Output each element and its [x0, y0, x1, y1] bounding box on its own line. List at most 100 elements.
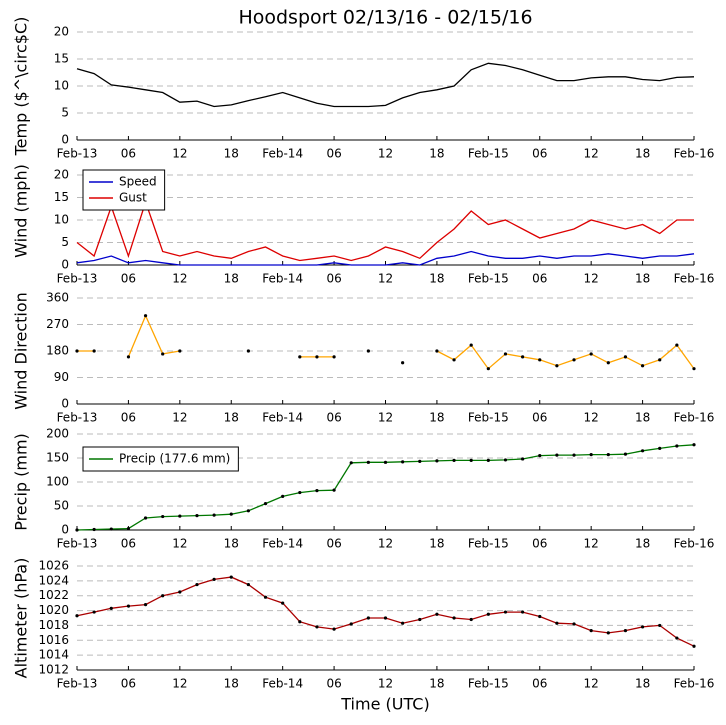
legend-label: Gust [119, 191, 147, 205]
point [589, 629, 593, 633]
point [538, 358, 542, 362]
x-tick-label: 18 [429, 537, 444, 551]
point [332, 627, 336, 631]
legend-box [82, 169, 166, 211]
point [452, 616, 456, 620]
point [658, 446, 662, 450]
point [486, 458, 490, 462]
x-tick-label: Feb-16 [674, 411, 715, 425]
point [486, 367, 490, 371]
x-tick-label: 06 [121, 147, 136, 161]
series-line [76, 576, 695, 647]
point [452, 358, 456, 362]
series-line [76, 250, 695, 266]
x-tick-label: 12 [172, 147, 187, 161]
point [92, 527, 96, 532]
y-axis-label: Precip (mm) [12, 433, 31, 531]
point [161, 352, 165, 356]
point [606, 361, 610, 365]
point [435, 459, 439, 463]
point [281, 494, 285, 498]
y-tick-label: 0 [61, 258, 69, 272]
point [521, 610, 525, 614]
series-line [76, 62, 695, 108]
point [143, 314, 148, 318]
x-tick-label: Feb-14 [262, 147, 303, 161]
x-tick-label: 12 [172, 411, 187, 425]
point [640, 449, 645, 453]
x-tick-label: 12 [584, 272, 599, 286]
x-tick-label: 12 [378, 147, 393, 161]
y-tick-label: 1026 [38, 559, 69, 573]
y-tick-label: 1024 [38, 573, 69, 587]
y-tick-label: 360 [46, 291, 69, 305]
point [503, 458, 508, 462]
legend-label: Precip (177.6 mm) [119, 452, 230, 466]
point [126, 604, 131, 608]
y-tick-label: 270 [46, 317, 69, 331]
point [401, 621, 405, 625]
point [75, 349, 79, 353]
point [503, 352, 508, 356]
point [555, 364, 559, 368]
x-axis-label: Time (UTC) [340, 695, 429, 714]
x-tick-label: Feb-16 [674, 147, 715, 161]
x-tick-label: 06 [326, 411, 341, 425]
point [606, 453, 610, 457]
point [109, 606, 113, 610]
y-tick-label: 1016 [38, 633, 69, 647]
point [212, 577, 216, 581]
x-tick-label: Feb-16 [674, 537, 715, 551]
point [572, 453, 576, 457]
y-tick-label: 0 [61, 397, 69, 411]
x-tick-label: 12 [172, 677, 187, 691]
point [161, 594, 165, 598]
point [623, 629, 628, 633]
x-tick-label: 06 [532, 677, 547, 691]
x-tick-label: 12 [584, 147, 599, 161]
x-tick-label: 18 [224, 677, 239, 691]
y-tick-label: 0 [61, 523, 69, 537]
x-tick-label: 06 [121, 272, 136, 286]
point [469, 343, 473, 347]
point [503, 610, 508, 614]
point [281, 601, 285, 605]
point [366, 460, 370, 464]
x-tick-label: 18 [224, 411, 239, 425]
y-axis-label: Wind (mph) [12, 164, 31, 258]
x-tick-label: Feb-13 [57, 411, 98, 425]
point [401, 361, 405, 365]
point [349, 461, 353, 465]
x-tick-label: 12 [172, 272, 187, 286]
x-tick-label: 06 [532, 411, 547, 425]
series-line [77, 314, 695, 370]
point [332, 355, 336, 359]
point [298, 355, 302, 359]
y-tick-label: 5 [61, 106, 69, 120]
y-axis-label: Wind Direction [12, 292, 31, 410]
point [521, 457, 525, 461]
point [263, 502, 268, 506]
point [366, 616, 370, 620]
x-tick-label: Feb-14 [262, 411, 303, 425]
point [692, 443, 696, 447]
x-tick-label: Feb-14 [262, 677, 303, 691]
point [589, 352, 593, 356]
x-tick-label: Feb-14 [262, 272, 303, 286]
x-tick-label: Feb-13 [57, 272, 98, 286]
y-tick-label: 1022 [38, 588, 69, 602]
point [195, 514, 199, 518]
point [486, 612, 490, 616]
y-tick-label: 15 [54, 190, 69, 204]
point [246, 349, 250, 353]
x-tick-label: 18 [224, 272, 239, 286]
point [675, 444, 679, 448]
point [298, 620, 302, 624]
point [349, 622, 353, 626]
y-tick-label: 1018 [38, 618, 69, 632]
point [229, 512, 233, 516]
x-tick-label: Feb-14 [262, 537, 303, 551]
point [246, 582, 250, 587]
y-tick-label: 1014 [38, 648, 69, 662]
x-tick-label: Feb-15 [468, 677, 509, 691]
